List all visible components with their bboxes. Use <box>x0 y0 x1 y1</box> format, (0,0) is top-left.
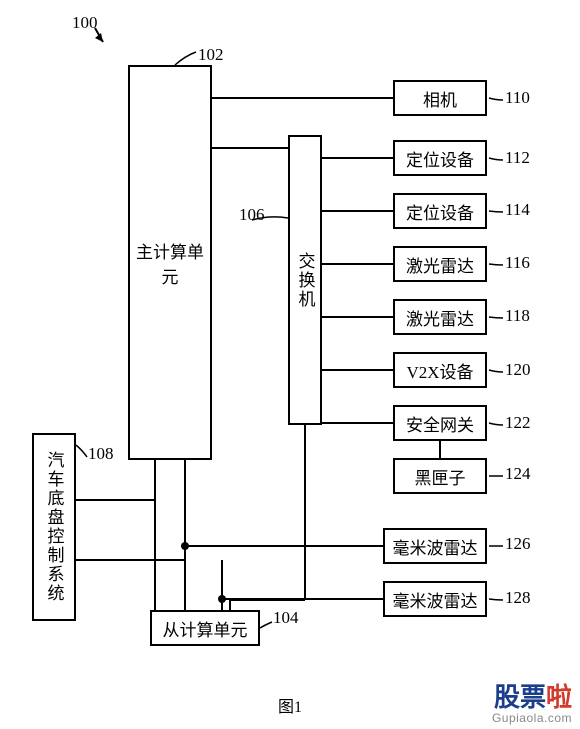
box-label: 主计算单元 <box>130 238 210 288</box>
box-camera: 相机 <box>393 80 487 116</box>
ref-120: 120 <box>505 360 531 380</box>
box-loc2: 定位设备 <box>393 193 487 229</box>
box-main-compute: 主计算单元 <box>128 65 212 460</box>
box-label: 定位设备 <box>406 146 474 171</box>
ref-106: 106 <box>239 205 265 225</box>
box-mmw2: 毫米波雷达 <box>383 581 487 617</box>
ref-102: 102 <box>198 45 224 65</box>
box-blackbox: 黑匣子 <box>393 458 487 494</box>
ref-118: 118 <box>505 306 530 326</box>
box-loc1: 定位设备 <box>393 140 487 176</box>
box-label: 安全网关 <box>406 411 474 436</box>
box-label: 从计算单元 <box>163 616 248 641</box>
ref-108: 108 <box>88 444 114 464</box>
box-slave-compute: 从计算单元 <box>150 610 260 646</box>
figure-caption: 图1 <box>278 693 302 717</box>
box-lidar1: 激光雷达 <box>393 246 487 282</box>
box-v2x: V2X设备 <box>393 352 487 388</box>
box-label: V2X设备 <box>406 358 473 383</box>
box-switch: 交换机 <box>288 135 322 425</box>
watermark: 股票啦 Gupiaola.com <box>492 683 572 725</box>
ref-114: 114 <box>505 200 530 220</box>
watermark-word-b: 啦 <box>546 682 572 712</box>
ref-112: 112 <box>505 148 530 168</box>
patent-block-diagram: 主计算单元 从计算单元 交换机 汽车底盘控制系统 相机 定位设备 定位设备 激光… <box>0 0 580 729</box>
box-label: 毫米波雷达 <box>393 587 478 612</box>
ref-122: 122 <box>505 413 531 433</box>
box-chassis: 汽车底盘控制系统 <box>32 433 76 621</box>
watermark-word-a: 股票 <box>494 682 546 712</box>
ref-124: 124 <box>505 464 531 484</box>
box-label: 毫米波雷达 <box>393 534 478 559</box>
ref-126: 126 <box>505 534 531 554</box>
ref-overall: 100 <box>72 13 98 33</box>
box-gateway: 安全网关 <box>393 405 487 441</box>
box-label: 激光雷达 <box>406 305 474 330</box>
ref-128: 128 <box>505 588 531 608</box>
box-label: 汽车底盘控制系统 <box>42 451 67 603</box>
box-label: 相机 <box>423 86 457 111</box>
ref-104: 104 <box>273 608 299 628</box>
ref-110: 110 <box>505 88 530 108</box>
watermark-url: Gupiaola.com <box>492 712 572 725</box>
ref-116: 116 <box>505 253 530 273</box>
box-label: 激光雷达 <box>406 252 474 277</box>
box-lidar2: 激光雷达 <box>393 299 487 335</box>
box-mmw1: 毫米波雷达 <box>383 528 487 564</box>
box-label: 黑匣子 <box>415 464 466 489</box>
box-label: 交换机 <box>293 252 318 309</box>
box-label: 定位设备 <box>406 199 474 224</box>
